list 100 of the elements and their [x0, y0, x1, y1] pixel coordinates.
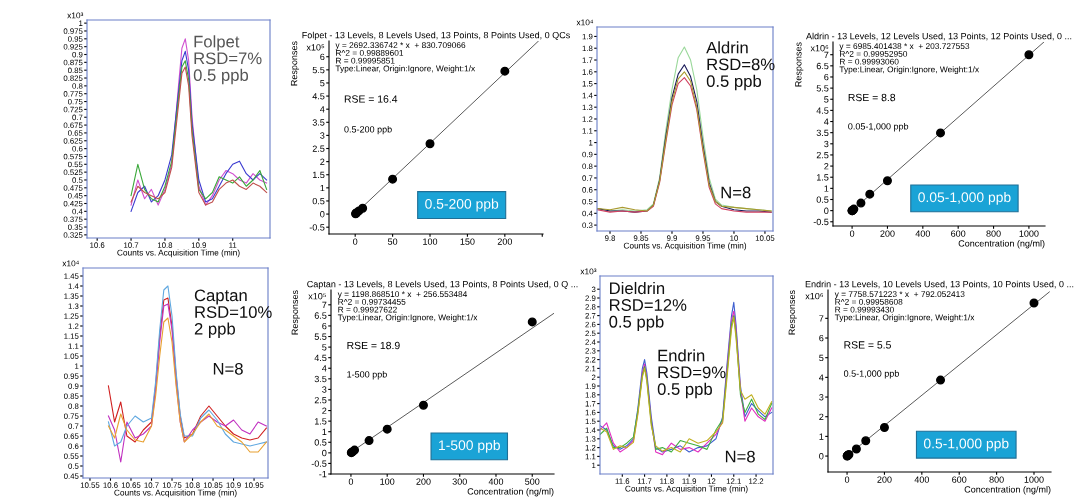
y-tick-label: 3: [824, 140, 829, 148]
y-axis-title: Responses: [795, 42, 804, 87]
annotation: RSE = 8.8: [848, 93, 896, 102]
y-tick-label: 1: [824, 185, 829, 192]
x-tick-label: 0: [844, 476, 850, 483]
x-tick-label: 1000: [1019, 230, 1039, 237]
point: [527, 317, 537, 327]
text: x10⁵: [306, 44, 325, 51]
x-axis-title: Concentration (ng/ml): [964, 485, 1051, 495]
point: [1024, 50, 1034, 60]
annotation: 0.5-1,000 ppb: [923, 438, 1009, 452]
y-tick-label: 3.5: [312, 119, 325, 126]
annotation: 0.5-1,000 ppb: [843, 370, 899, 379]
y-tick-label: 0.5: [312, 197, 325, 205]
y-tick-label: 3.5: [314, 375, 327, 383]
x-axis-title: Concentration (ng/ml): [467, 487, 554, 497]
y-tick-label: 5.5: [816, 85, 829, 92]
y-tick-label: 6: [819, 334, 824, 342]
y-tick-label: 1: [320, 184, 325, 192]
chart-title: Folpet - 13 Levels, 8 Levels Used, 13 Points, 8 Points Used, 0 QCs: [302, 31, 570, 41]
text: x10⁶: [810, 45, 829, 52]
y-tick-label: 0: [320, 211, 325, 218]
x-tick-label: 300: [452, 478, 467, 485]
point: [425, 139, 435, 149]
y-tick-label: 2: [320, 158, 325, 165]
y-tick-label: 7: [824, 51, 829, 58]
x-tick-label: 800: [986, 230, 1001, 237]
y-tick-label: 3: [320, 132, 325, 139]
annotation: Aldrin RSD=8% 0.5 ppb: [706, 41, 775, 91]
point: [1029, 298, 1039, 308]
x-tick-label: 400: [915, 230, 930, 237]
point: [382, 424, 392, 434]
y-tick-label: 2: [824, 163, 829, 170]
y-tick-label: 6: [824, 73, 829, 81]
x-axis-title: Counts vs. Acquisition Time (min): [625, 485, 748, 494]
y-tick-label: -0.5: [813, 218, 829, 226]
annotation: Endrin RSD=9% 0.5 ppb: [657, 349, 726, 399]
point: [364, 436, 374, 446]
point: [936, 128, 946, 138]
x-tick-label: 1000: [1024, 476, 1044, 483]
x-tick-label: 200: [416, 478, 431, 485]
text: x10⁴: [62, 260, 79, 267]
y-tick-label: 1: [322, 428, 327, 435]
y-tick-label: 0.5: [314, 439, 327, 446]
y-tick-label: 2: [322, 407, 327, 414]
point: [388, 174, 398, 184]
y-tick-label: 1: [819, 433, 824, 440]
x-axis-title: Counts vs. Acquisition Time (min): [114, 489, 237, 498]
y-tick-label: 5: [819, 354, 824, 362]
point: [851, 444, 861, 454]
y-tick-label: 4.5: [312, 93, 325, 100]
y-tick-label: 0: [819, 453, 824, 460]
annotation: y = 1198.868510 * x + 256.553484 R^2 = 0.99734455 R = 0.99927622 Type:Linear, Origin:Ignore, Weight:1/x: [337, 291, 478, 322]
y-tick-label: 5.5: [314, 333, 327, 340]
annotation: y = 7758.571223 * x + 792.052413 R^2 = 0.99958608 R = 0.99993430 Type:Linear, Origin:Ignore, Weight:1/x: [834, 291, 975, 322]
y-tick-label: 3: [819, 394, 824, 401]
point: [358, 203, 368, 213]
point: [418, 400, 428, 410]
text: x10⁵: [308, 293, 326, 300]
x-tick-label: 100: [380, 478, 395, 485]
x-tick-label: 600: [951, 230, 966, 237]
y-axis-title: Responses: [290, 41, 300, 86]
y-tick-label: 4: [322, 365, 327, 372]
annotation: y = 2692.336742 * x + 830.709066 R^2 = 0.99889601 R = 0.99995851 Type:Linear, Origin:Ignore, Weight:1/x: [335, 42, 476, 74]
y-tick-label: 6: [322, 322, 327, 330]
point: [936, 375, 946, 385]
y-axis-title: Responses: [788, 290, 797, 335]
x-tick-label: 0: [353, 238, 358, 245]
annotation: Captan RSD=10% 2 ppb: [194, 289, 272, 339]
y-tick-label: 6.5: [314, 312, 327, 319]
y-tick-label: 1.5: [816, 174, 829, 181]
x-tick-label: 800: [989, 476, 1004, 483]
annotation: N=8: [725, 450, 755, 463]
x-tick-label: 400: [914, 476, 930, 483]
point: [500, 66, 510, 76]
point: [856, 198, 866, 208]
y-tick-label: 7: [819, 315, 824, 322]
y-tick-label: 4: [819, 374, 824, 381]
annotation: 0.5-200 ppb: [425, 198, 499, 212]
annotation: Dieldrin RSD=12% 0.5 ppb: [609, 281, 687, 331]
text: x10³: [67, 12, 84, 19]
text: x10³: [580, 268, 597, 275]
point: [882, 176, 892, 186]
y-tick-label: 0.5: [816, 196, 829, 203]
y-tick-label: 7: [322, 301, 327, 309]
x-tick-label: 0: [348, 478, 354, 485]
x-axis-title: Counts vs. Acquisition Time (min): [623, 242, 747, 251]
x-tick-label: 100: [423, 238, 438, 245]
y-tick-label: 4: [824, 118, 829, 125]
y-tick-label: 3: [322, 386, 327, 393]
y-tick-label: 3.5: [816, 129, 829, 137]
y-tick-label: 2.5: [314, 396, 327, 404]
x-tick-label: 0: [849, 230, 855, 237]
y-tick-label: 4: [320, 106, 325, 113]
annotation: 0.05-1,000 ppb: [918, 191, 1011, 205]
chart-title: Aldrin - 13 Levels, 12 Levels Used, 13 Points, 12 Points Used, 0 ...: [806, 32, 1072, 41]
x-axis-title: Concentration (ng/ml): [958, 239, 1045, 249]
y-axis-title: Responses: [291, 290, 300, 335]
y-tick-label: 0: [824, 207, 829, 214]
point: [879, 423, 889, 433]
